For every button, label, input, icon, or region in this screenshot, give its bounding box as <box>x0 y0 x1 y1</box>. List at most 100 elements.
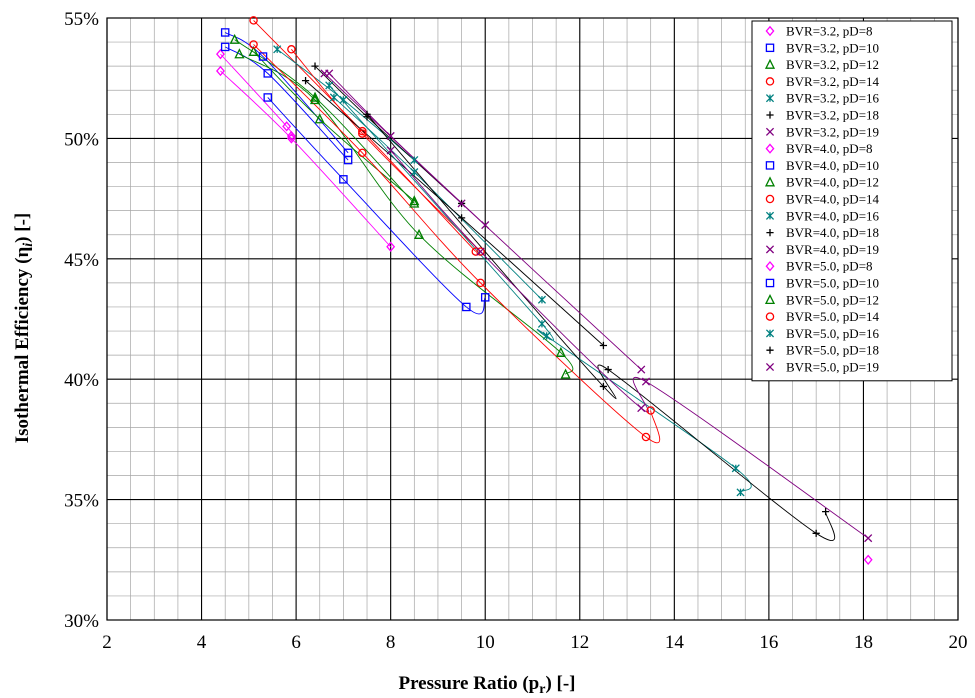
data-point <box>249 16 258 25</box>
x-tick-label: 4 <box>197 632 207 653</box>
legend-marker <box>765 312 775 321</box>
data-point <box>325 81 334 90</box>
data-point <box>481 221 490 230</box>
legend-label: BVR=4.0, pD=14 <box>786 192 880 207</box>
data-point <box>287 45 296 54</box>
legend-marker <box>765 143 775 154</box>
data-point <box>386 131 395 141</box>
series-curve <box>239 53 574 375</box>
y-axis-title: Isothermal Efficiency (ηi) [-] <box>12 213 36 443</box>
data-point <box>234 48 245 59</box>
data-point <box>220 42 230 52</box>
x-tick-label: 2 <box>102 632 112 653</box>
legend-label: BVR=3.2, pD=18 <box>786 108 879 123</box>
data-point <box>216 48 225 60</box>
legend-label: BVR=3.2, pD=8 <box>786 24 873 39</box>
series-curve <box>253 44 661 444</box>
data-point <box>216 65 225 77</box>
legend-label: BVR=4.0, pD=16 <box>786 208 880 223</box>
data-point <box>637 404 646 413</box>
data-point <box>599 382 608 391</box>
x-tick-label: 16 <box>759 632 778 653</box>
legend-marker <box>766 111 774 119</box>
data-point <box>560 368 571 379</box>
data-point <box>263 93 272 102</box>
x-tick-label: 10 <box>476 632 495 653</box>
y-tick-label: 55% <box>64 9 99 30</box>
data-point <box>358 126 367 136</box>
data-point <box>329 93 338 102</box>
data-point <box>864 534 873 543</box>
legend-label: BVR=5.0, pD=12 <box>786 292 879 307</box>
data-point <box>386 146 395 155</box>
series-curve <box>267 97 486 315</box>
data-point <box>301 77 310 85</box>
legend-marker <box>766 229 774 237</box>
y-tick-label: 45% <box>64 250 99 271</box>
legend-label: BVR=5.0, pD=10 <box>786 276 879 291</box>
data-point <box>248 45 259 56</box>
y-tick-label: 40% <box>64 370 99 391</box>
data-point <box>476 278 485 288</box>
data-point <box>604 365 612 374</box>
data-point <box>409 197 420 208</box>
data-point <box>343 155 353 165</box>
legend-label: BVR=4.0, pD=18 <box>786 225 879 240</box>
data-point <box>358 148 367 158</box>
legend-marker <box>764 293 776 305</box>
x-tick-label: 14 <box>665 632 685 653</box>
legend-marker <box>765 211 775 220</box>
data-point <box>314 113 325 124</box>
legend-marker <box>765 278 775 288</box>
legend-label: BVR=5.0, pD=14 <box>786 309 880 324</box>
legend-label: BVR=3.2, pD=19 <box>786 124 879 139</box>
legend-marker <box>765 77 775 86</box>
x-tick-label: 6 <box>291 632 301 653</box>
y-tick-label: 50% <box>64 129 99 150</box>
legend-label: BVR=4.0, pD=10 <box>786 158 879 173</box>
legend-marker <box>765 94 775 103</box>
legend-label: BVR=5.0, pD=16 <box>786 326 880 341</box>
legend-label: BVR=3.2, pD=12 <box>786 57 879 72</box>
data-point <box>812 529 820 537</box>
data-point <box>358 129 367 138</box>
data-point <box>320 69 329 78</box>
data-point <box>457 214 466 222</box>
data-point <box>220 28 230 37</box>
plot-area-frame <box>106 17 959 621</box>
legend-label: BVR=4.0, pD=19 <box>786 242 879 257</box>
y-tick-labels: 30% 35% 40% 45% 50% 55% <box>64 9 99 632</box>
series-curve <box>253 20 477 252</box>
data-point <box>311 62 319 70</box>
legend-marker <box>765 245 775 254</box>
legend-marker <box>765 43 775 53</box>
data-point <box>258 52 268 61</box>
data-point <box>339 175 348 184</box>
series-curve <box>333 97 543 301</box>
data-point <box>386 241 396 252</box>
data-point <box>249 40 258 49</box>
data-markers <box>216 16 873 565</box>
data-point <box>599 341 608 350</box>
data-point <box>641 432 651 442</box>
legend-label: BVR=5.0, pD=8 <box>786 259 873 274</box>
legend-marker <box>766 346 774 354</box>
data-point <box>476 247 485 256</box>
data-point <box>309 91 321 102</box>
legend-label: BVR=5.0, pD=19 <box>786 360 879 375</box>
y-tick-label: 30% <box>64 611 99 632</box>
legend-marker <box>765 362 775 372</box>
legend-marker <box>765 261 775 272</box>
legend-label: BVR=5.0, pD=18 <box>786 343 879 358</box>
data-point <box>273 45 282 54</box>
data-point <box>537 319 547 328</box>
x-axis-title: Pressure Ratio (pr) [-] <box>398 673 575 697</box>
legend-marker <box>765 194 775 204</box>
data-point <box>736 488 745 497</box>
legend-label: BVR=3.2, pD=16 <box>786 91 880 106</box>
data-point <box>410 168 419 177</box>
legend-label: BVR=4.0, pD=8 <box>786 141 873 156</box>
data-point <box>457 199 466 208</box>
data-point <box>309 94 321 105</box>
